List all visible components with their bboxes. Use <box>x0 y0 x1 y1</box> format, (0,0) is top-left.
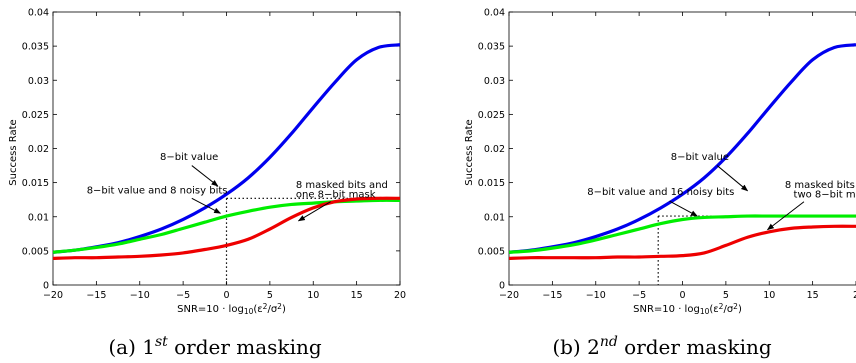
y-tick-label: 0.015 <box>22 178 49 189</box>
annotation-label: 8−bit value and 8 noisy bits <box>87 186 228 197</box>
y-tick-label: 0.01 <box>28 212 49 223</box>
y-tick-label: 0.025 <box>478 110 505 121</box>
y-tick-label: 0 <box>499 281 505 292</box>
series-line-2 <box>53 196 400 260</box>
x-tick-label: 5 <box>723 290 729 301</box>
y-tick-label: 0.015 <box>478 178 505 189</box>
x-axis-label-part: ) <box>282 304 286 315</box>
x-tick-label: −5 <box>176 290 190 301</box>
y-tick-label: 0.04 <box>484 8 505 19</box>
x-axis-label-part: /σ <box>723 304 733 315</box>
annotation-arrow <box>669 200 698 217</box>
y-tick-label: 0.03 <box>28 76 49 87</box>
x-tick-label: −20 <box>499 290 519 301</box>
series-line-0 <box>53 43 400 254</box>
y-tick-label: 0.035 <box>22 42 49 53</box>
x-axis-label-part: 2 <box>277 302 282 311</box>
x-axis-label-part: 10 <box>244 307 254 316</box>
x-axis-label-part: 2 <box>733 302 738 311</box>
y-tick-label: 0.04 <box>28 8 49 19</box>
series-line-2 <box>509 224 856 260</box>
series-line-0 <box>509 43 856 254</box>
y-axis-label: Success Rate <box>464 119 475 185</box>
x-tick-label: −15 <box>86 290 106 301</box>
annotation-label: 8 masked bits and <box>785 180 856 191</box>
y-tick-label: 0.02 <box>28 144 49 155</box>
x-tick-label: 2 <box>853 290 856 301</box>
x-axis-label-part: (ε <box>709 304 718 315</box>
x-axis-label-part: /σ <box>267 304 277 315</box>
caption-prefix: (a) 1 <box>108 335 155 359</box>
annotation-arrow <box>766 201 805 231</box>
annotation-arrow <box>191 165 219 187</box>
annotation-label: 8−bit value and 16 noisy bits <box>587 187 734 198</box>
figure-caption: (b) 2nd order masking <box>552 334 772 359</box>
x-axis-label-part: 2 <box>263 302 268 311</box>
annotation-arrow <box>297 201 331 222</box>
x-axis-label-part: (ε <box>253 304 262 315</box>
x-axis-label: SNR=10 · log10(ε2/σ2) <box>633 302 742 316</box>
x-axis-label-part: ) <box>738 304 742 315</box>
x-tick-label: −10 <box>130 290 150 301</box>
x-tick-label: 10 <box>763 290 775 301</box>
x-tick-label: −20 <box>43 290 63 301</box>
x-axis-label-part: SNR=10 · log <box>177 304 244 315</box>
annotation-label: 8−bit value <box>160 152 218 163</box>
caption-prefix: (b) 2 <box>552 335 600 359</box>
y-tick-label: 0.01 <box>484 212 505 223</box>
x-tick-label: 0 <box>223 290 229 301</box>
annotation-label: 8−bit value <box>671 152 729 163</box>
x-axis-label-part: SNR=10 · log <box>633 304 700 315</box>
y-tick-label: 0.035 <box>478 42 505 53</box>
y-tick-label: 0.005 <box>22 246 49 257</box>
x-axis-label: SNR=10 · log10(ε2/σ2) <box>177 302 286 316</box>
x-tick-label: −15 <box>542 290 562 301</box>
x-tick-label: 5 <box>267 290 273 301</box>
chart-panel-a: 0 0.005 0.01 0.015 0.02 0.025 0.03 0.035 0.04 −20… <box>8 8 406 360</box>
x-tick-label: −10 <box>586 290 606 301</box>
caption-superscript: st <box>155 334 168 350</box>
x-tick-label: 20 <box>394 290 406 301</box>
x-tick-label: −5 <box>632 290 646 301</box>
annotation-label: 8 masked bits and <box>296 180 388 191</box>
y-tick-label: 0.005 <box>478 246 505 257</box>
x-tick-label: 0 <box>679 290 685 301</box>
annotation-arrow <box>716 165 749 192</box>
caption-superscript: nd <box>600 334 618 350</box>
caption-suffix: order masking <box>618 335 772 359</box>
y-tick-label: 0.025 <box>22 110 49 121</box>
series-line-1 <box>509 214 856 254</box>
caption-suffix: order masking <box>168 335 322 359</box>
figure-caption: (a) 1st order masking <box>108 334 322 359</box>
x-axis-label-part: 2 <box>719 302 724 311</box>
y-tick-label: 0 <box>43 281 49 292</box>
y-tick-label: 0.02 <box>484 144 505 155</box>
annotation-label: two 8−bit masks <box>794 190 856 201</box>
chart-panel-b: 0 0.005 0.01 0.015 0.02 0.025 0.03 0.035 0.04 −20… <box>464 8 856 359</box>
y-tick-label: 0.03 <box>484 76 505 87</box>
x-tick-label: 10 <box>307 290 319 301</box>
annotation-arrow <box>191 197 222 214</box>
x-tick-label: 15 <box>351 290 363 301</box>
annotation-label: one 8−bit mask <box>296 190 376 201</box>
x-axis-label-part: 10 <box>700 307 710 316</box>
y-axis-label: Success Rate <box>8 119 19 185</box>
x-tick-label: 15 <box>807 290 819 301</box>
